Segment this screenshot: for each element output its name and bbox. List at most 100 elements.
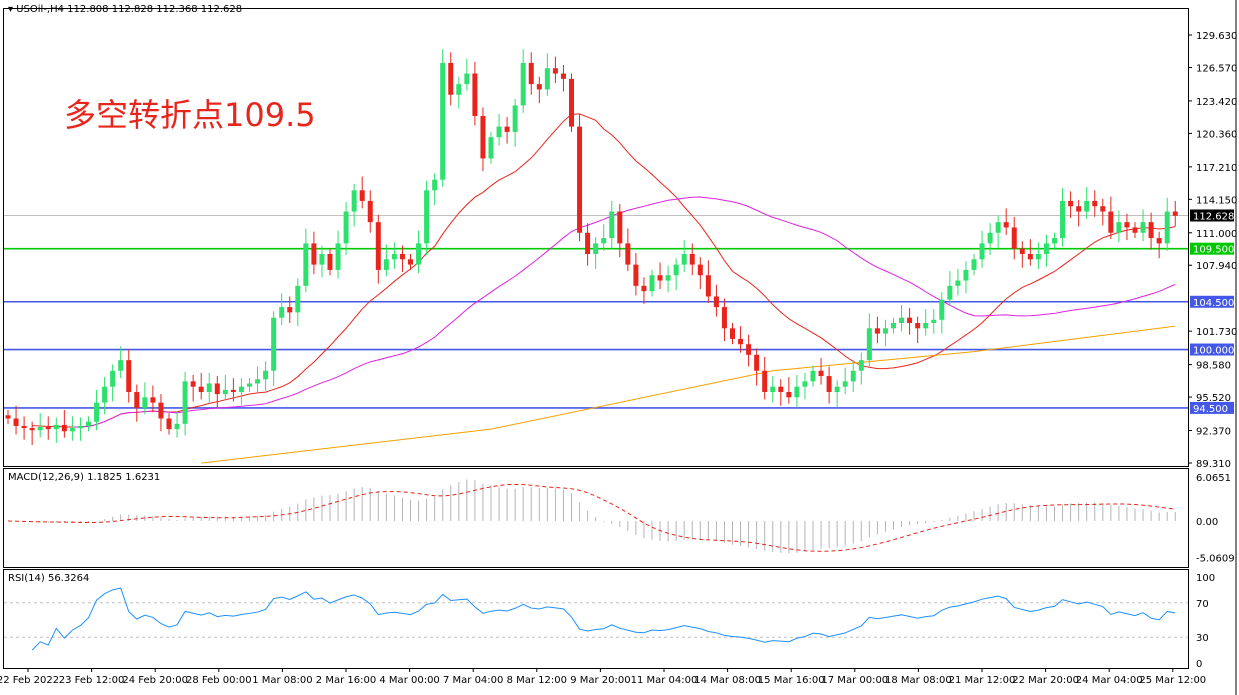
candle-body bbox=[1148, 222, 1154, 239]
candle-body bbox=[150, 397, 156, 403]
candle-body bbox=[762, 370, 768, 392]
candle-body bbox=[979, 243, 985, 260]
candle-body bbox=[375, 222, 381, 270]
y-tick-label: 129.630 bbox=[1196, 31, 1237, 42]
candle-body bbox=[142, 397, 148, 408]
candle-body bbox=[238, 386, 244, 392]
rsi-tick-label: 0 bbox=[1196, 659, 1202, 670]
candle-body bbox=[480, 115, 486, 159]
candle-body bbox=[963, 269, 969, 281]
level-label: 94.500 bbox=[1193, 404, 1228, 415]
x-tick-label: 4 Mar 00:00 bbox=[379, 675, 439, 686]
level-badge bbox=[1190, 295, 1234, 308]
y-tick-label: 95.520 bbox=[1196, 393, 1231, 404]
candle-body bbox=[303, 243, 309, 286]
y-tick-label: 120.360 bbox=[1196, 129, 1237, 140]
candle-body bbox=[134, 391, 140, 408]
current-price-badge bbox=[1190, 209, 1234, 222]
candle-body bbox=[295, 285, 301, 313]
candle-body bbox=[665, 275, 671, 281]
x-tick-label: 24 Mar 04:00 bbox=[1076, 675, 1143, 686]
candle-body bbox=[1092, 200, 1098, 207]
chart-title: ▾ USOil-,H4 112.808 112.828 112.368 112.… bbox=[8, 4, 242, 15]
candle-body bbox=[206, 383, 212, 392]
candle-body bbox=[69, 428, 75, 432]
y-tick-label: 89.310 bbox=[1196, 459, 1231, 470]
candle-body bbox=[351, 190, 357, 212]
candle-body bbox=[311, 243, 317, 265]
candle-body bbox=[810, 370, 816, 382]
candle-body bbox=[118, 360, 124, 371]
candle-body bbox=[520, 62, 526, 106]
candle-body bbox=[29, 428, 35, 431]
candle-body bbox=[198, 386, 204, 392]
candle-body bbox=[214, 383, 220, 395]
candle-body bbox=[850, 370, 856, 382]
rsi-tick-label: 30 bbox=[1196, 633, 1209, 644]
candle-body bbox=[271, 317, 277, 371]
candle-body bbox=[931, 319, 937, 323]
candle-body bbox=[730, 328, 735, 339]
candle-body bbox=[866, 328, 872, 361]
y-tick-label: 101.730 bbox=[1196, 327, 1237, 338]
candle-body bbox=[1019, 248, 1025, 254]
candle-body bbox=[1027, 253, 1033, 260]
candle-body bbox=[13, 418, 19, 426]
candle-body bbox=[1068, 200, 1074, 207]
candle-body bbox=[544, 68, 550, 90]
candle-body bbox=[891, 322, 896, 329]
candle-body bbox=[770, 386, 776, 392]
candle-body bbox=[657, 275, 663, 281]
x-tick-label: 15 Mar 16:00 bbox=[758, 675, 825, 686]
candle-body bbox=[1164, 211, 1170, 244]
candle-body bbox=[432, 179, 438, 191]
y-tick-label: 114.150 bbox=[1196, 195, 1237, 206]
candle-body bbox=[536, 84, 542, 90]
candle-body bbox=[456, 84, 462, 95]
x-tick-label: 28 Feb 00:00 bbox=[186, 675, 252, 686]
x-tick-label: 9 Mar 20:00 bbox=[570, 675, 630, 686]
candle-body bbox=[569, 78, 574, 127]
candle-body bbox=[391, 253, 397, 260]
candle-body bbox=[45, 427, 51, 430]
rsi-panel-frame bbox=[3, 569, 1189, 669]
candle-body bbox=[987, 232, 993, 244]
candle-body bbox=[367, 200, 373, 223]
candle-body bbox=[399, 253, 405, 260]
candle-body bbox=[335, 243, 341, 270]
candle-body bbox=[222, 389, 228, 395]
dropdown-icon[interactable]: ▾ bbox=[8, 4, 14, 15]
candle-body bbox=[21, 425, 27, 429]
candle-body bbox=[778, 386, 784, 392]
candle-body bbox=[915, 322, 921, 329]
ma-mid-line bbox=[72, 196, 1176, 428]
candle-body bbox=[464, 73, 470, 85]
x-tick-label: 11 Mar 04:00 bbox=[631, 675, 698, 686]
x-tick-label: 14 Mar 08:00 bbox=[694, 675, 761, 686]
y-tick-label: 123.420 bbox=[1196, 97, 1237, 108]
candle-body bbox=[5, 415, 11, 419]
candle-body bbox=[818, 370, 824, 377]
candle-body bbox=[802, 381, 808, 387]
candle-body bbox=[126, 360, 132, 392]
candle-body bbox=[279, 307, 285, 318]
x-tick-label: 7 Mar 04:00 bbox=[443, 675, 503, 686]
candle-body bbox=[424, 190, 430, 244]
macd-tick-label: 6.0651 bbox=[1196, 473, 1231, 484]
candle-body bbox=[721, 307, 727, 329]
candle-body bbox=[738, 338, 744, 345]
ohlc-values: 112.808 112.828 112.368 112.628 bbox=[67, 4, 243, 15]
candle-body bbox=[1124, 222, 1130, 228]
candle-body bbox=[593, 243, 599, 254]
candle-body bbox=[77, 425, 83, 429]
candle-body bbox=[625, 243, 631, 265]
candle-body bbox=[995, 222, 1001, 233]
candle-body bbox=[1140, 222, 1146, 233]
level-badge bbox=[1190, 401, 1234, 414]
candle-body bbox=[230, 389, 236, 392]
candle-body bbox=[746, 344, 752, 355]
y-tick-label: 111.000 bbox=[1196, 229, 1237, 240]
candle-body bbox=[577, 126, 583, 233]
macd-panel-frame bbox=[3, 468, 1189, 568]
